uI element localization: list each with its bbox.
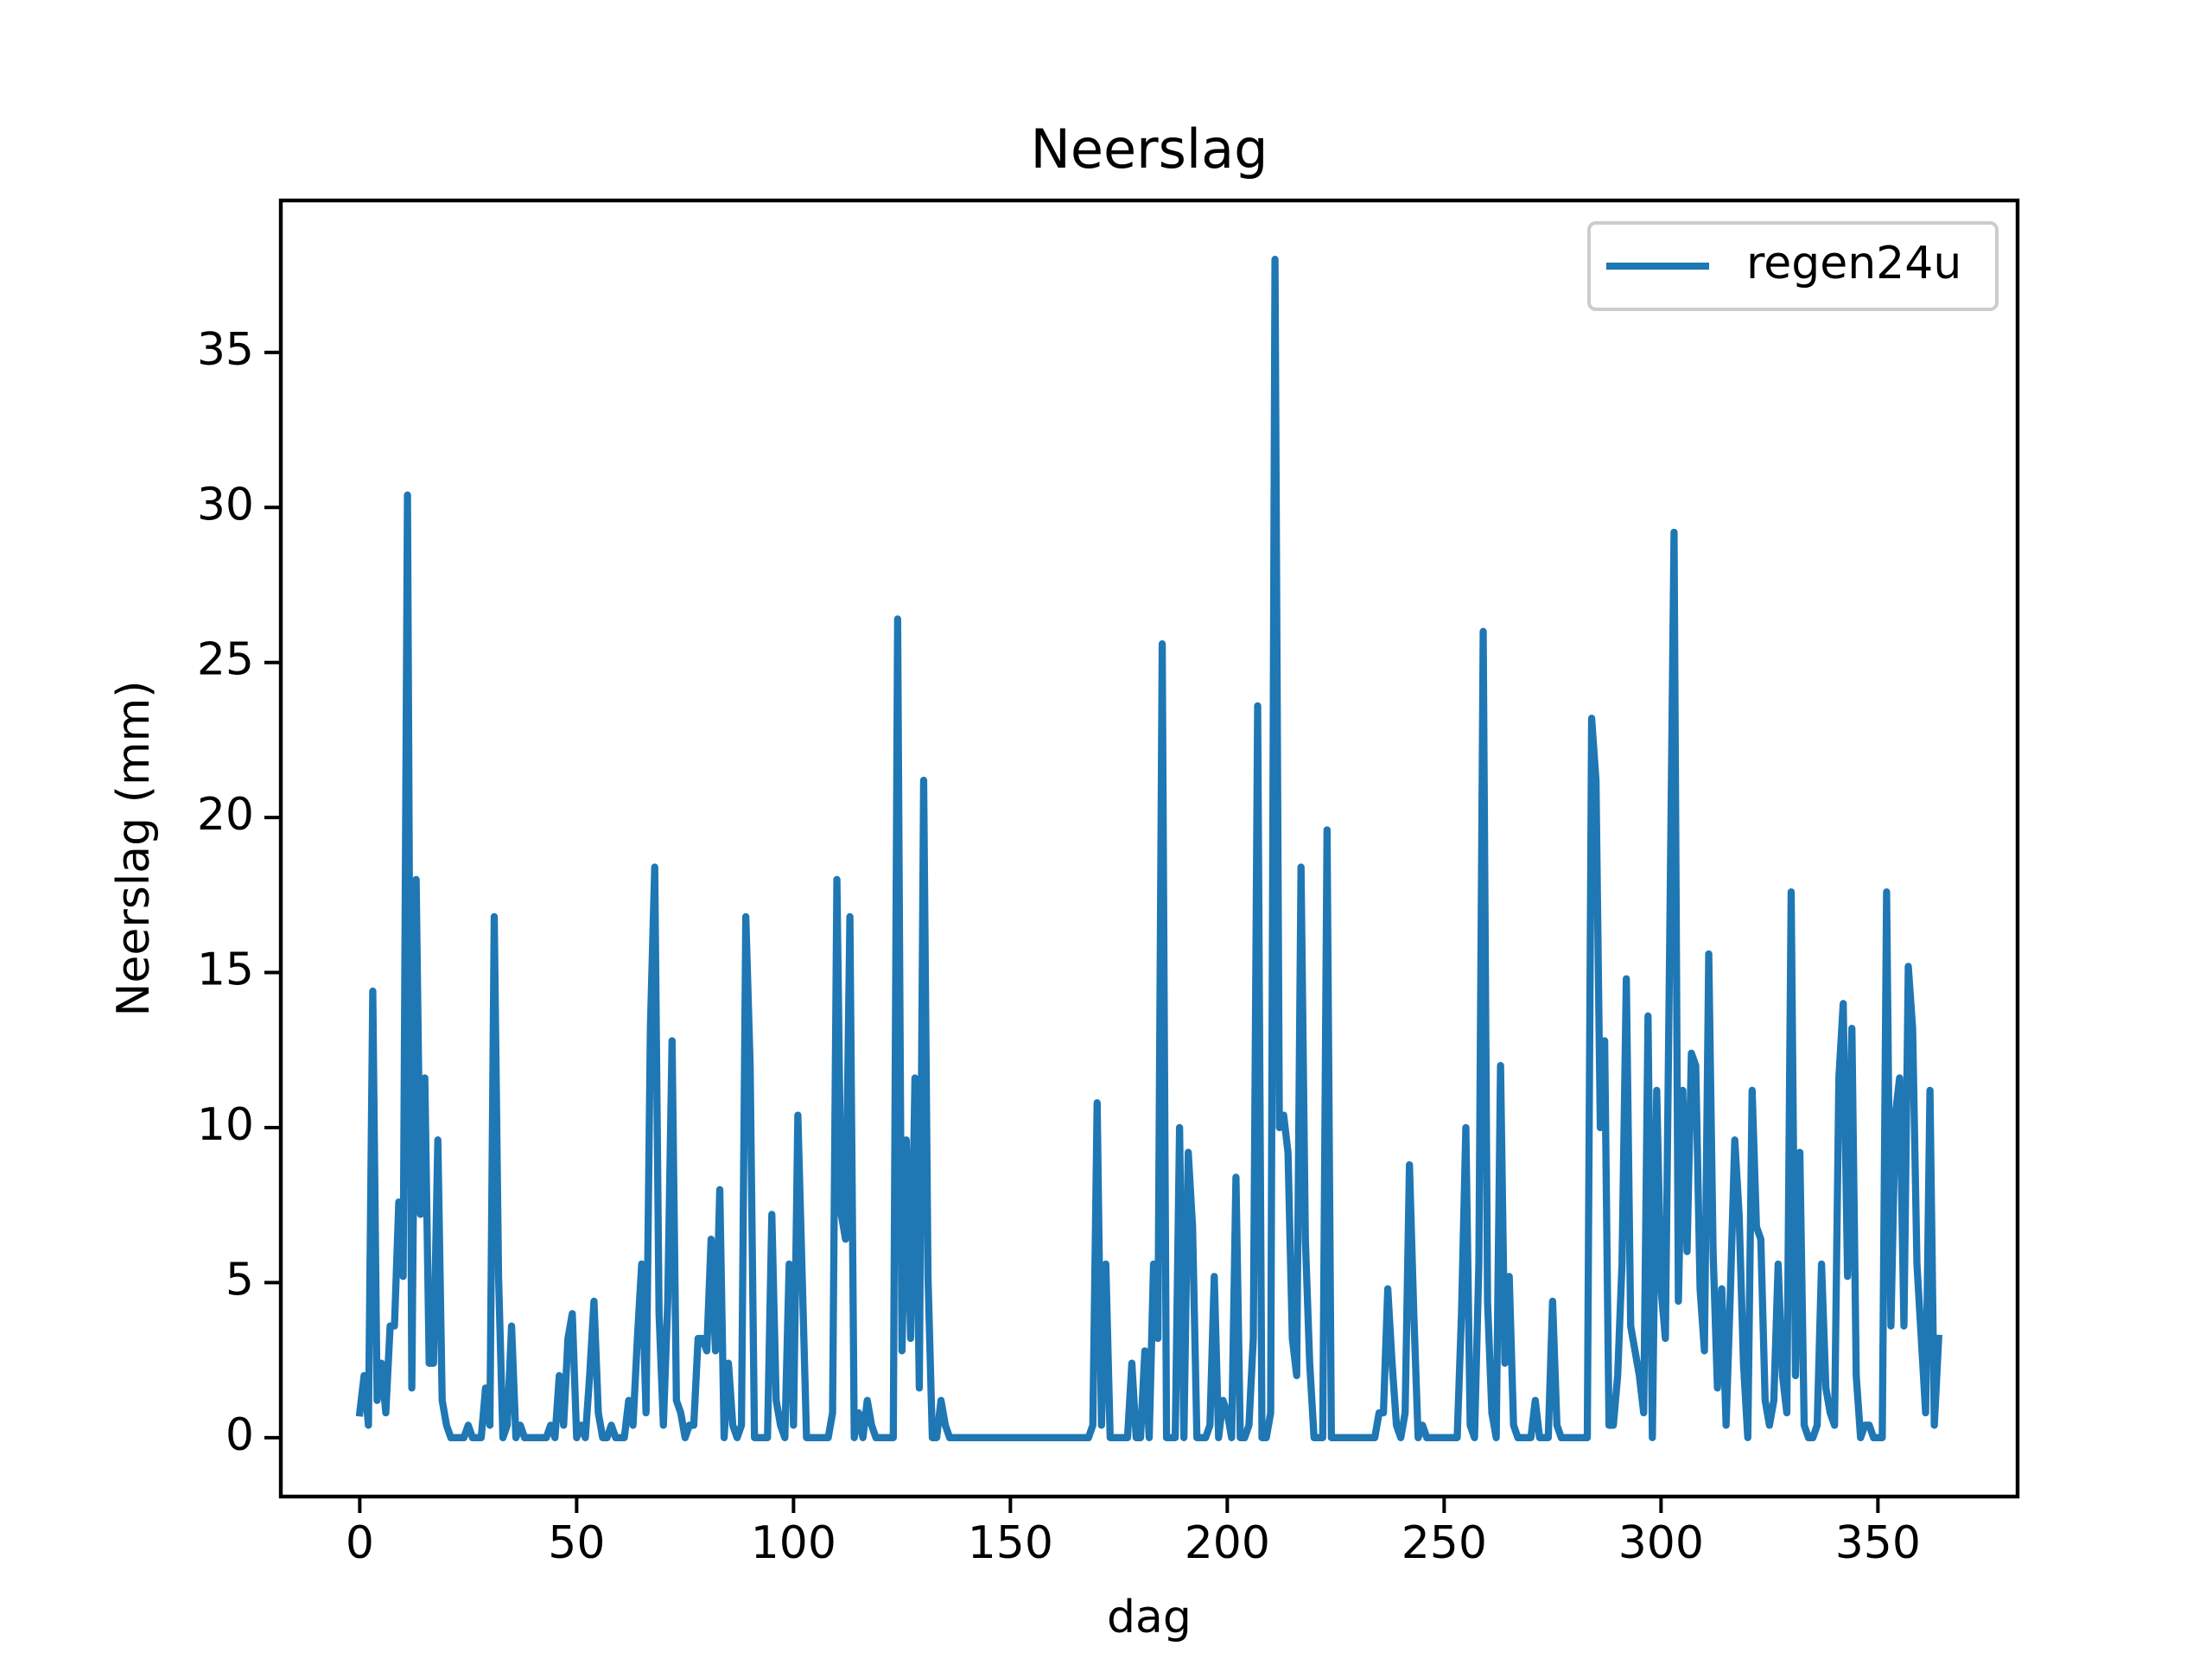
x-tick-label: 200 xyxy=(1185,1517,1270,1569)
legend-box xyxy=(1587,221,1999,311)
y-tick-label: 10 xyxy=(197,1099,254,1151)
y-tick-label: 20 xyxy=(197,789,254,841)
legend-label: regen24u xyxy=(1746,238,1961,289)
y-tick-label: 30 xyxy=(197,479,254,531)
chart-title: Neerslag xyxy=(1030,118,1268,181)
y-tick-label: 0 xyxy=(226,1409,254,1461)
x-tick-label: 350 xyxy=(1835,1517,1921,1569)
y-tick-label: 15 xyxy=(197,944,254,996)
x-axis-label: dag xyxy=(1107,1592,1192,1643)
data-line xyxy=(355,256,1942,1441)
x-tick-label: 250 xyxy=(1402,1517,1487,1569)
x-tick-label: 150 xyxy=(968,1517,1053,1569)
y-tick-label: 25 xyxy=(197,634,254,686)
y-tick-label: 35 xyxy=(197,324,254,376)
x-tick-label: 0 xyxy=(346,1517,374,1569)
x-tick-label: 300 xyxy=(1618,1517,1704,1569)
y-tick-label: 5 xyxy=(226,1254,254,1306)
x-tick-label: 50 xyxy=(548,1517,605,1569)
plot-frame xyxy=(278,198,2020,1499)
x-tick-label: 100 xyxy=(751,1517,836,1569)
y-axis-label: Neerslag (mm) xyxy=(108,680,160,1016)
